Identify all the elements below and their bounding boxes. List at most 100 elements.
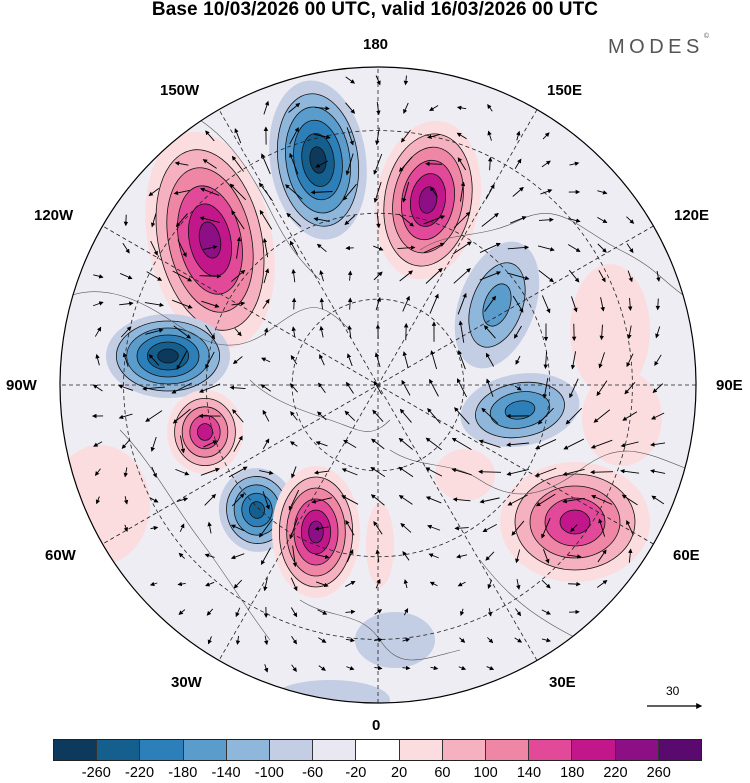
- wind-arrow: [372, 409, 384, 422]
- wind-arrow: [345, 102, 356, 114]
- wind-arrow: [345, 76, 356, 84]
- anomaly-center: [167, 390, 243, 474]
- colorbar-tick-label: 180: [560, 765, 585, 781]
- wind-arrow: [486, 378, 494, 397]
- wind-arrow: [122, 242, 130, 254]
- wind-arrow: [151, 466, 157, 478]
- wind-arrow: [375, 127, 380, 146]
- wind-arrow: [341, 495, 359, 505]
- wind-arrow: [597, 190, 608, 195]
- coastline: [199, 119, 321, 281]
- wind-arrow: [231, 493, 245, 507]
- wind-arrow: [375, 549, 380, 562]
- colorbar-tick-label: -180: [168, 765, 198, 781]
- wind-arrow: [457, 581, 466, 587]
- wind-arrow: [229, 385, 246, 390]
- wind-arrow: [95, 496, 101, 505]
- wind-arrow: [402, 665, 411, 671]
- wind-arrow: [177, 239, 187, 258]
- wind-arrow: [263, 577, 268, 592]
- wind-arrow: [173, 325, 192, 339]
- wind-arrow: [479, 497, 500, 504]
- wind-arrow: [231, 210, 245, 230]
- wind-arrow: [173, 189, 190, 196]
- wind-arrow: [479, 242, 501, 253]
- wind-arrow: [402, 637, 411, 643]
- wind-arrow: [540, 189, 553, 195]
- wind-arrow: [171, 382, 192, 394]
- wind-arrow: [427, 134, 441, 139]
- wind-arrow: [229, 183, 247, 201]
- wind-arrow: [398, 466, 414, 478]
- wind-arrow: [452, 241, 472, 255]
- wind-arrow: [205, 325, 216, 340]
- wind-arrow: [260, 547, 271, 566]
- wind-arrow: [200, 187, 220, 196]
- colorbar-tick-label: -60: [302, 765, 324, 781]
- wind-arrow: [487, 608, 493, 617]
- wind-arrow: [228, 466, 248, 478]
- anomaly-field: [60, 80, 662, 703]
- brand-logo: MODES©: [608, 33, 709, 59]
- colorbar-swatch: [615, 740, 659, 760]
- wind-arrow: [514, 637, 523, 643]
- wind-arrow: [177, 581, 186, 587]
- anomaly-contour: [248, 501, 266, 519]
- colorbar-tick-label: 220: [603, 765, 628, 781]
- wind-arrow: [593, 409, 611, 423]
- wind-arrow: [376, 101, 381, 116]
- wind-arrow: [373, 181, 382, 203]
- wind-arrow: [289, 383, 298, 393]
- wind-arrow: [318, 665, 326, 671]
- wind-arrow: [200, 467, 220, 476]
- coastline: [419, 213, 691, 301]
- wind-arrow: [512, 295, 524, 313]
- colorbar: [53, 739, 702, 761]
- wind-arrow: [484, 295, 496, 312]
- wind-arrow: [262, 237, 269, 258]
- wind-arrow: [543, 549, 550, 564]
- wind-arrow: [457, 349, 466, 370]
- wind-arrow: [398, 495, 413, 505]
- wind-arrow: [123, 467, 129, 478]
- anomaly-center: [106, 314, 230, 398]
- wind-arrow: [150, 240, 158, 256]
- wind-arrow: [370, 494, 385, 506]
- wind-arrow: [205, 581, 215, 587]
- lon-label-120e: 120E: [674, 207, 710, 224]
- wind-arrow: [93, 441, 103, 447]
- wind-arrow: [346, 665, 355, 671]
- wind-arrow: [119, 273, 133, 280]
- reference-vector-label: 30: [666, 684, 680, 698]
- anomaly-contour: [482, 283, 512, 327]
- wind-arrow: [123, 496, 129, 505]
- wind-arrow: [345, 153, 354, 176]
- lon-label-60e: 60E: [673, 547, 700, 564]
- wind-arrow: [568, 218, 581, 223]
- colorbar-swatch: [529, 740, 573, 760]
- wind-arrow: [207, 521, 212, 534]
- wind-arrow: [375, 75, 381, 86]
- wind-arrow: [403, 608, 409, 616]
- wind-arrow: [565, 407, 583, 425]
- wind-arrow: [429, 105, 439, 111]
- wind-arrow: [535, 493, 556, 507]
- wind-arrow: [291, 268, 296, 283]
- wind-arrow: [262, 298, 270, 309]
- wind-arrow: [145, 410, 163, 422]
- wind-arrow: [485, 183, 495, 200]
- wind-arrow: [403, 75, 409, 86]
- wind-arrow: [596, 380, 608, 397]
- wind-arrow: [176, 350, 188, 370]
- lon-label-0: 0: [372, 717, 381, 734]
- wind-arrow: [346, 353, 353, 367]
- wind-arrow: [291, 466, 297, 479]
- wind-arrow: [94, 326, 102, 337]
- weak-anomaly: [435, 449, 495, 501]
- wind-arrow: [231, 301, 246, 306]
- map-title: Base 10/03/2026 00 UTC, valid 16/03/2026…: [151, 0, 599, 20]
- wind-arrow: [538, 217, 554, 223]
- wind-arrow: [315, 441, 328, 447]
- wind-arrow: [399, 270, 414, 282]
- wind-arrow: [207, 636, 212, 645]
